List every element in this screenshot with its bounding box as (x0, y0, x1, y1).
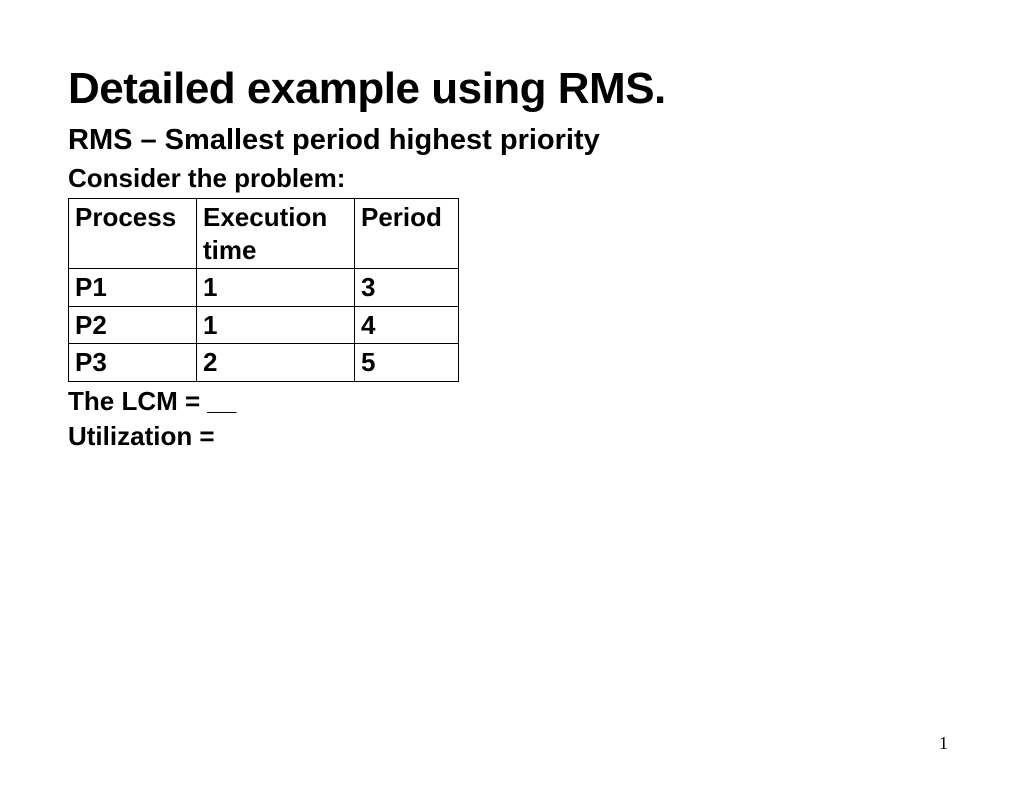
table-cell: 4 (355, 306, 459, 344)
table-header-cell: Process (69, 199, 197, 269)
lcm-line: The LCM = __ (68, 386, 952, 417)
subtitle: RMS – Smallest period highest priority (68, 124, 952, 157)
consider-line: Consider the problem: (68, 163, 952, 194)
table-cell: 1 (197, 269, 355, 307)
table-header-cell: Execution time (197, 199, 355, 269)
table-cell: P2 (69, 306, 197, 344)
table-row: P1 1 3 (69, 269, 459, 307)
table-header-cell: Period (355, 199, 459, 269)
table-row: P3 2 5 (69, 344, 459, 382)
table-cell: 2 (197, 344, 355, 382)
table-cell: P3 (69, 344, 197, 382)
table-header-row: Process Execution time Period (69, 199, 459, 269)
table-cell: P1 (69, 269, 197, 307)
table-cell: 1 (197, 306, 355, 344)
table-cell: 3 (355, 269, 459, 307)
table-cell: 5 (355, 344, 459, 382)
table-row: P2 1 4 (69, 306, 459, 344)
document-page: Detailed example using RMS. RMS – Smalle… (0, 0, 1020, 788)
page-number: 1 (939, 733, 948, 754)
util-line: Utilization = (68, 421, 952, 452)
process-table: Process Execution time Period P1 1 3 P2 … (68, 198, 459, 382)
page-title: Detailed example using RMS. (68, 64, 952, 114)
